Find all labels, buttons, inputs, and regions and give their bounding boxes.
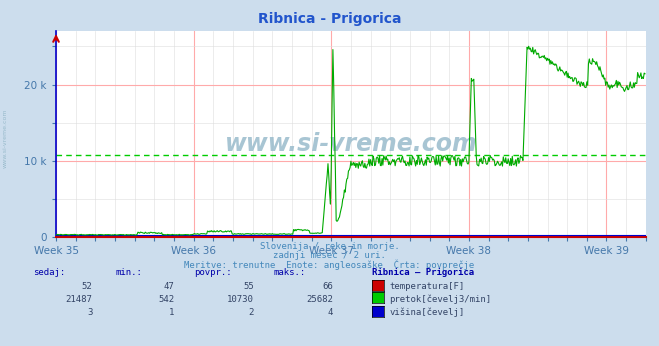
- Text: www.si-vreme.com: www.si-vreme.com: [225, 133, 477, 156]
- Text: Meritve: trenutne  Enote: angleosaške  Črta: povprečje: Meritve: trenutne Enote: angleosaške Črt…: [185, 260, 474, 270]
- Text: 52: 52: [82, 282, 92, 291]
- Text: višina[čevelj]: višina[čevelj]: [389, 308, 465, 317]
- Text: 21487: 21487: [65, 295, 92, 304]
- Text: 55: 55: [243, 282, 254, 291]
- Text: 2: 2: [248, 308, 254, 317]
- Text: 25682: 25682: [306, 295, 333, 304]
- Text: 1: 1: [169, 308, 175, 317]
- Text: Ribnica – Prigorica: Ribnica – Prigorica: [372, 268, 474, 277]
- Text: maks.:: maks.:: [273, 268, 306, 277]
- Text: 47: 47: [164, 282, 175, 291]
- Text: 3: 3: [87, 308, 92, 317]
- Text: Slovenija / reke in morje.: Slovenija / reke in morje.: [260, 242, 399, 251]
- Text: 4: 4: [328, 308, 333, 317]
- Text: 542: 542: [159, 295, 175, 304]
- Text: povpr.:: povpr.:: [194, 268, 232, 277]
- Text: 10730: 10730: [227, 295, 254, 304]
- Text: www.si-vreme.com: www.si-vreme.com: [3, 109, 8, 168]
- Text: pretok[čevelj3/min]: pretok[čevelj3/min]: [389, 295, 492, 304]
- Text: temperatura[F]: temperatura[F]: [389, 282, 465, 291]
- Text: 66: 66: [322, 282, 333, 291]
- Text: Ribnica - Prigorica: Ribnica - Prigorica: [258, 12, 401, 26]
- Text: sedaj:: sedaj:: [33, 268, 65, 277]
- Text: zadnji mesec / 2 uri.: zadnji mesec / 2 uri.: [273, 251, 386, 260]
- Text: min.:: min.:: [115, 268, 142, 277]
